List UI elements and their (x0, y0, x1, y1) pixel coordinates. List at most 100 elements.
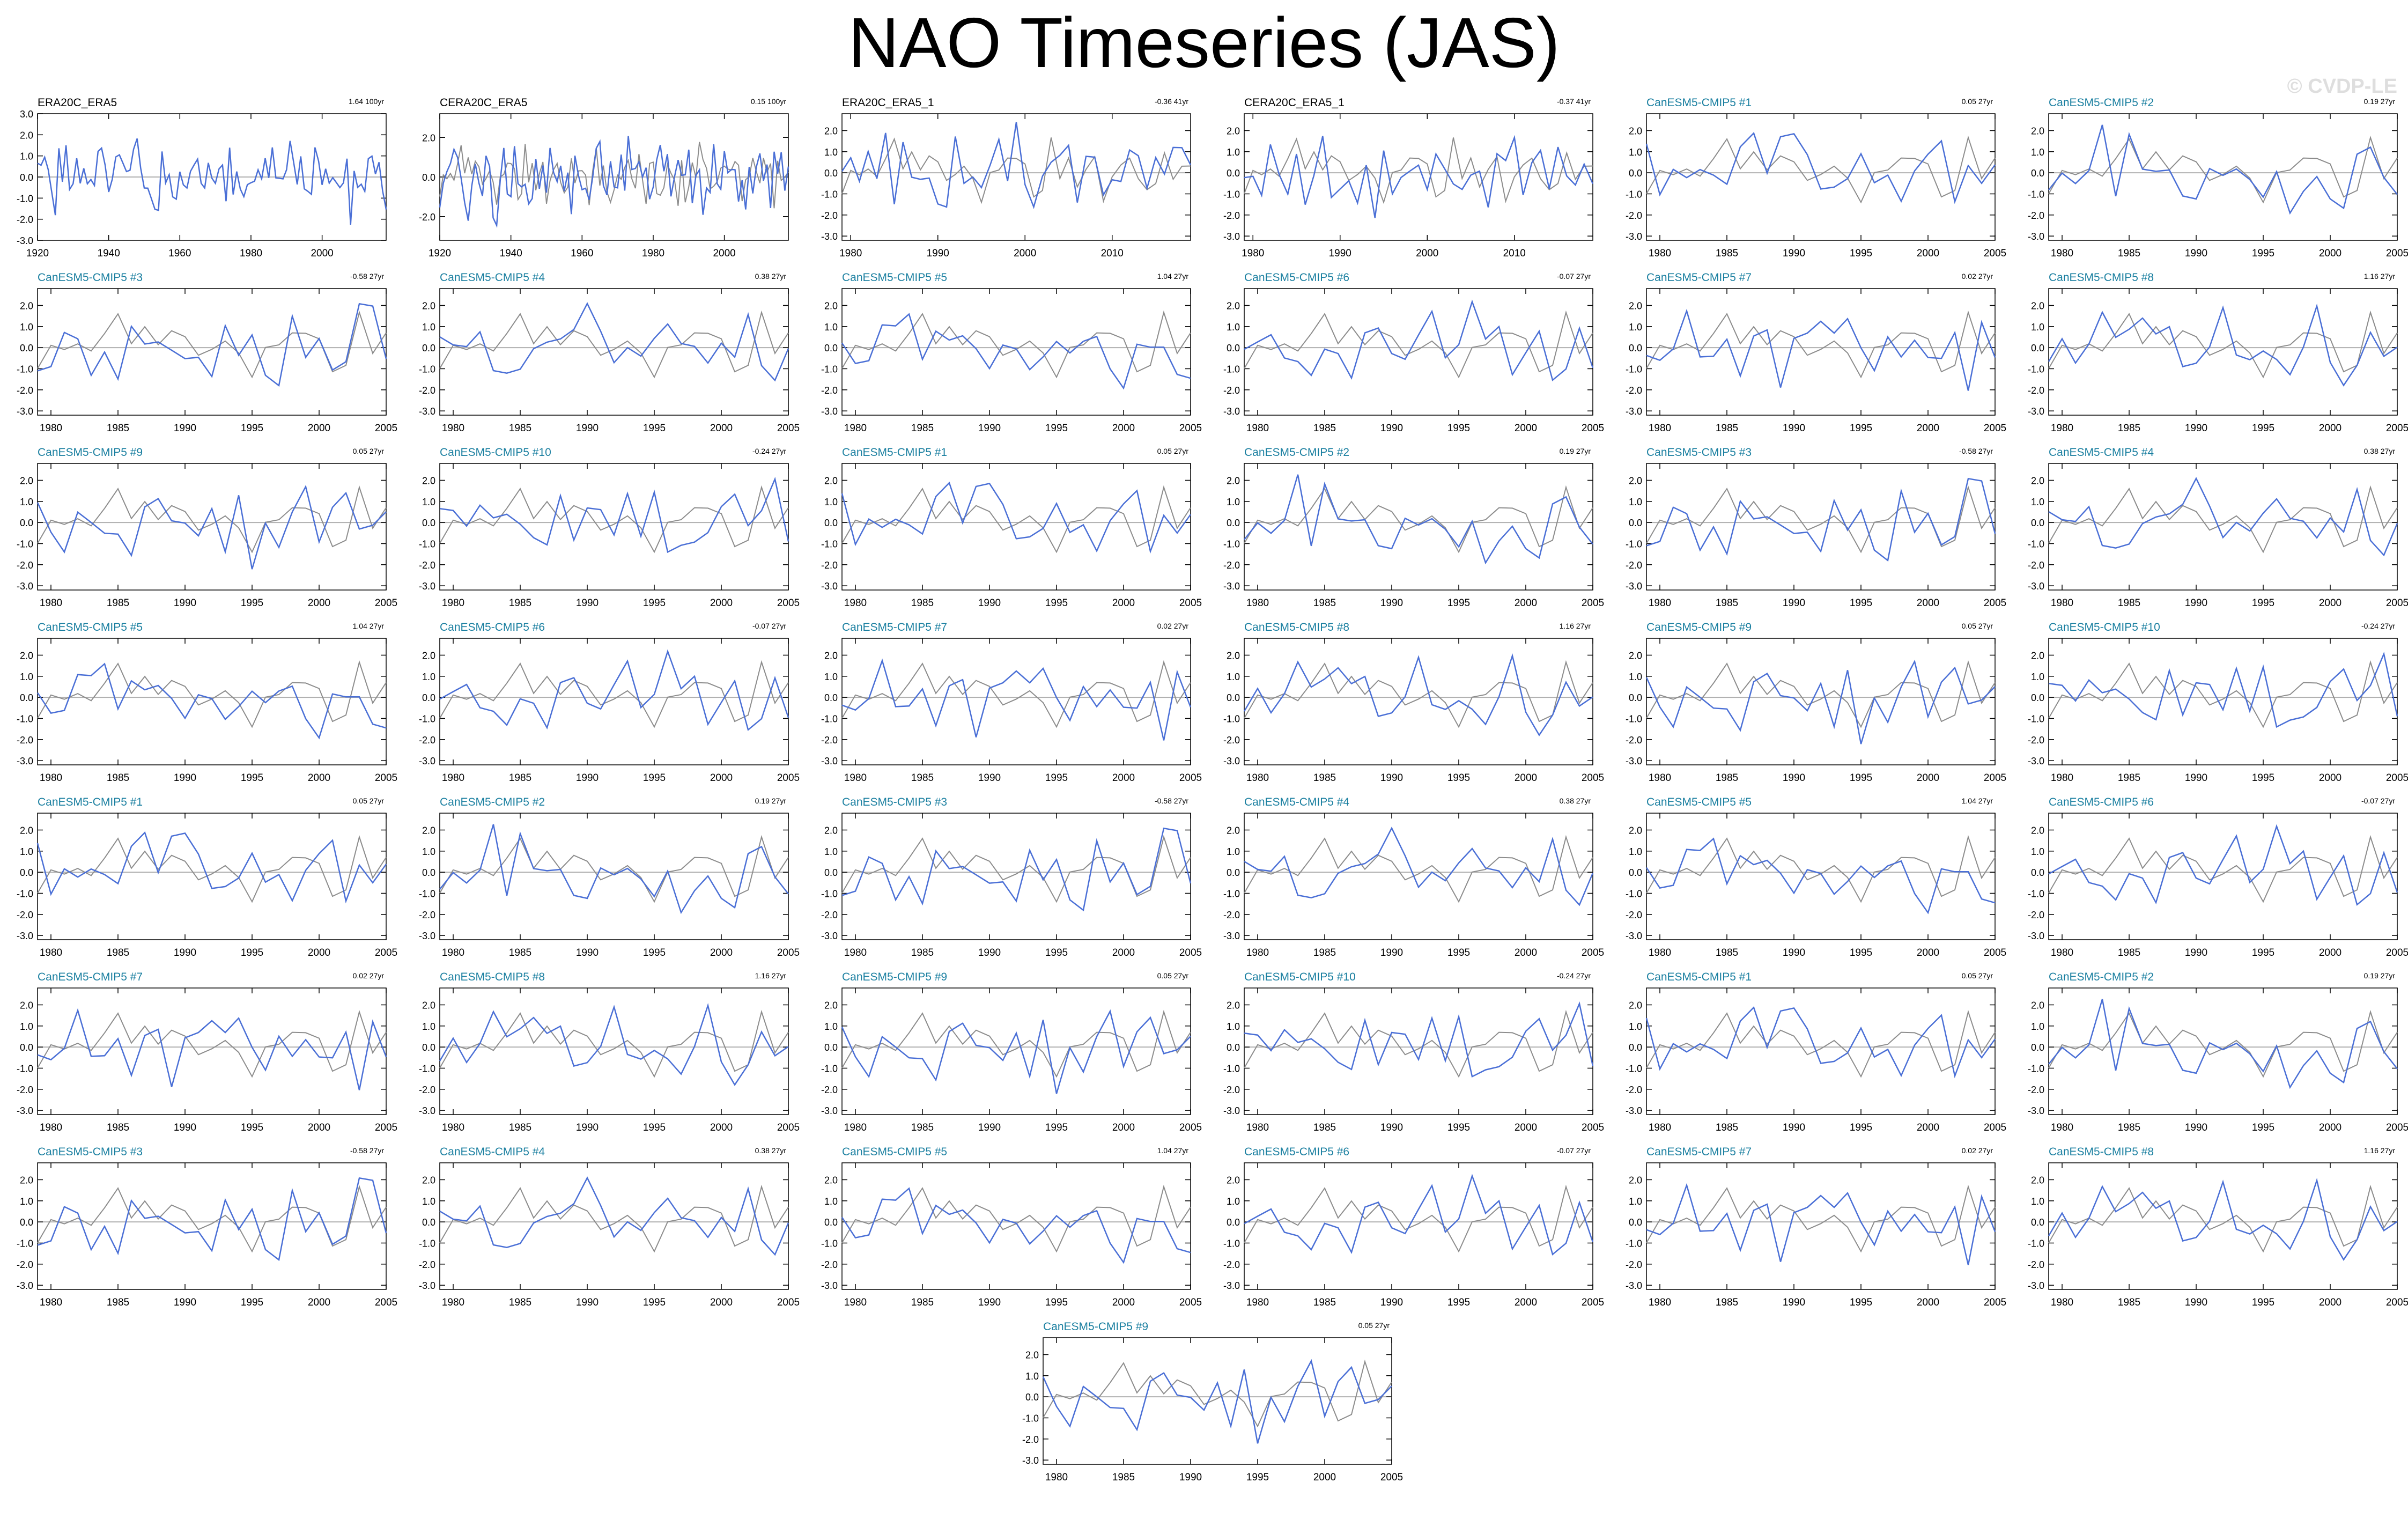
x-tick-label: 1990 (2185, 947, 2207, 958)
x-tick-label: 2005 (1984, 1122, 2006, 1133)
panel-title: CanESM5-CMIP5 #5 (38, 621, 143, 633)
y-tick-label: -3.0 (1223, 931, 1240, 941)
y-tick-label: 2.0 (422, 1000, 435, 1011)
y-tick-label: -3.0 (1626, 406, 1642, 417)
x-tick-label: 2000 (1917, 423, 1939, 434)
obs-series-line (1646, 1009, 1996, 1078)
panel: CanESM5-CMIP5 #4 0.38 27yr 2.0 1.0 0.0 -1.0 -2… (2028, 446, 2408, 609)
panel: CanESM5-CMIP5 #1 0.05 27yr 2.0 1.0 0.0 -1.0 -2… (1626, 97, 2006, 259)
x-tick-label: 1985 (509, 1297, 531, 1308)
obs-series-line (1646, 660, 1996, 728)
x-tick-label: 2000 (2319, 248, 2341, 259)
x-tick-label: 2000 (1014, 248, 1036, 259)
x-tick-label: 2000 (710, 598, 733, 609)
x-tick-label: 2005 (1984, 598, 2006, 609)
y-tick-label: -1.0 (1626, 364, 1642, 374)
y-tick-label: 2.0 (2031, 825, 2044, 836)
y-tick-label: 1.0 (20, 497, 33, 507)
panel-title: CanESM5-CMIP5 #6 (440, 621, 545, 633)
y-tick-label: 2.0 (422, 825, 435, 836)
y-tick-label: 0.0 (2031, 867, 2044, 878)
y-tick-label: 0.0 (1629, 1217, 1642, 1228)
panel: CanESM5-CMIP5 #6 -0.07 27yr 2.0 1.0 0.0 -1.0 -… (1223, 1146, 1604, 1308)
x-tick-label: 1980 (2051, 598, 2073, 609)
x-tick-label: 1960 (571, 248, 593, 259)
y-tick-label: 0.0 (422, 518, 435, 528)
x-tick-label: 1985 (1716, 1297, 1738, 1308)
y-tick-label: 1.0 (2031, 322, 2044, 333)
panel: CERA20C_ERA5 0.15 100yr 2.0 0.0 -2.0 1920 1940… (419, 97, 789, 259)
y-tick-label: -3.0 (821, 1105, 838, 1116)
x-tick-label: 2005 (1582, 1122, 1604, 1133)
x-tick-label: 2005 (1380, 1472, 1403, 1483)
x-tick-label: 1990 (174, 598, 196, 609)
x-tick-label: 1920 (429, 248, 451, 259)
x-tick-label: 2005 (777, 772, 800, 784)
y-tick-label: 0.0 (1629, 168, 1642, 179)
y-tick-label: -1.0 (419, 713, 435, 724)
plot-frame (1646, 813, 1996, 940)
x-tick-label: 1985 (1716, 423, 1738, 434)
panel-title: CanESM5-CMIP5 #1 (842, 446, 947, 459)
y-tick-label: 2.0 (20, 650, 33, 661)
y-tick-label: -3.0 (2028, 231, 2044, 242)
y-tick-label: -1.0 (1022, 1413, 1039, 1424)
y-tick-label: 0.0 (824, 1042, 838, 1053)
x-tick-label: 1995 (1850, 248, 1872, 259)
y-tick-label: -2.0 (821, 1085, 838, 1095)
panel: CanESM5-CMIP5 #10 -0.24 27yr 2.0 1.0 0.0 -1.0… (419, 446, 800, 609)
model-series-line (36, 484, 387, 570)
y-tick-label: 0.0 (20, 1042, 33, 1053)
y-tick-label: -1.0 (2028, 888, 2044, 899)
panel-title: CanESM5-CMIP5 #3 (1646, 446, 1752, 459)
y-tick-label: -2.0 (419, 910, 435, 920)
model-series-line (1645, 659, 1996, 744)
x-tick-label: 1920 (26, 248, 49, 259)
y-tick-label: 2.0 (422, 1175, 435, 1185)
model-series-line (2048, 477, 2398, 557)
model-series-line (1645, 1006, 1996, 1079)
y-tick-label: -1.0 (1626, 713, 1642, 724)
y-tick-label: -2.0 (1626, 1085, 1642, 1095)
x-tick-label: 1990 (1380, 423, 1403, 434)
y-tick-label: 2.0 (2031, 126, 2044, 136)
x-tick-label: 2000 (1917, 598, 1939, 609)
x-tick-label: 1990 (174, 772, 196, 784)
x-tick-label: 1980 (2051, 947, 2073, 958)
y-tick-label: 2.0 (20, 1175, 33, 1185)
y-tick-label: 2.0 (1227, 825, 1240, 836)
model-series-line (841, 313, 1191, 390)
y-tick-label: 2.0 (20, 1000, 33, 1011)
y-tick-label: -3.0 (419, 756, 435, 766)
y-tick-label: -1.0 (1223, 364, 1240, 374)
y-tick-label: 1.0 (2031, 672, 2044, 682)
panel-title: CERA20C_ERA5 (440, 97, 527, 109)
x-tick-label: 1995 (1045, 598, 1068, 609)
watermark: © CVDP-LE (2287, 75, 2397, 98)
y-tick-label: 1.0 (824, 497, 838, 507)
panel-title: CanESM5-CMIP5 #10 (2049, 621, 2160, 633)
y-tick-label: 2.0 (824, 475, 838, 486)
x-tick-label: 2005 (2386, 423, 2408, 434)
x-tick-label: 1980 (1246, 598, 1269, 609)
y-tick-label: -1.0 (821, 1063, 838, 1074)
x-tick-label: 2005 (375, 423, 397, 434)
y-tick-label: 2.0 (20, 475, 33, 486)
x-tick-label: 2005 (1984, 423, 2006, 434)
y-tick-label: -1.0 (17, 1238, 33, 1249)
x-tick-label: 2000 (1515, 1122, 1537, 1133)
trend-label: 0.05 27yr (1358, 1321, 1390, 1330)
panel: ERA20C_ERA5_1 -0.36 41yr 2.0 1.0 0.0 -1.0 -2.0… (821, 97, 1192, 259)
panel: CanESM5-CMIP5 #5 1.04 27yr 2.0 1.0 0.0 -1.0 -2… (821, 1146, 1202, 1308)
x-tick-label: 1995 (643, 598, 666, 609)
x-tick-label: 2000 (1515, 947, 1537, 958)
x-tick-label: 1985 (2118, 1122, 2140, 1133)
y-tick-label: -1.0 (17, 888, 33, 899)
panel: ERA20C_ERA5 1.64 100yr 3.0 2.0 1.0 0.0 -1.0 -2.… (17, 97, 387, 259)
x-tick-label: 1985 (911, 598, 934, 609)
y-tick-label: -1.0 (17, 193, 33, 204)
x-tick-label: 1995 (2252, 248, 2274, 259)
x-tick-label: 1995 (643, 772, 666, 784)
trend-label: -0.07 27yr (1557, 1146, 1591, 1155)
y-tick-label: -1.0 (821, 888, 838, 899)
